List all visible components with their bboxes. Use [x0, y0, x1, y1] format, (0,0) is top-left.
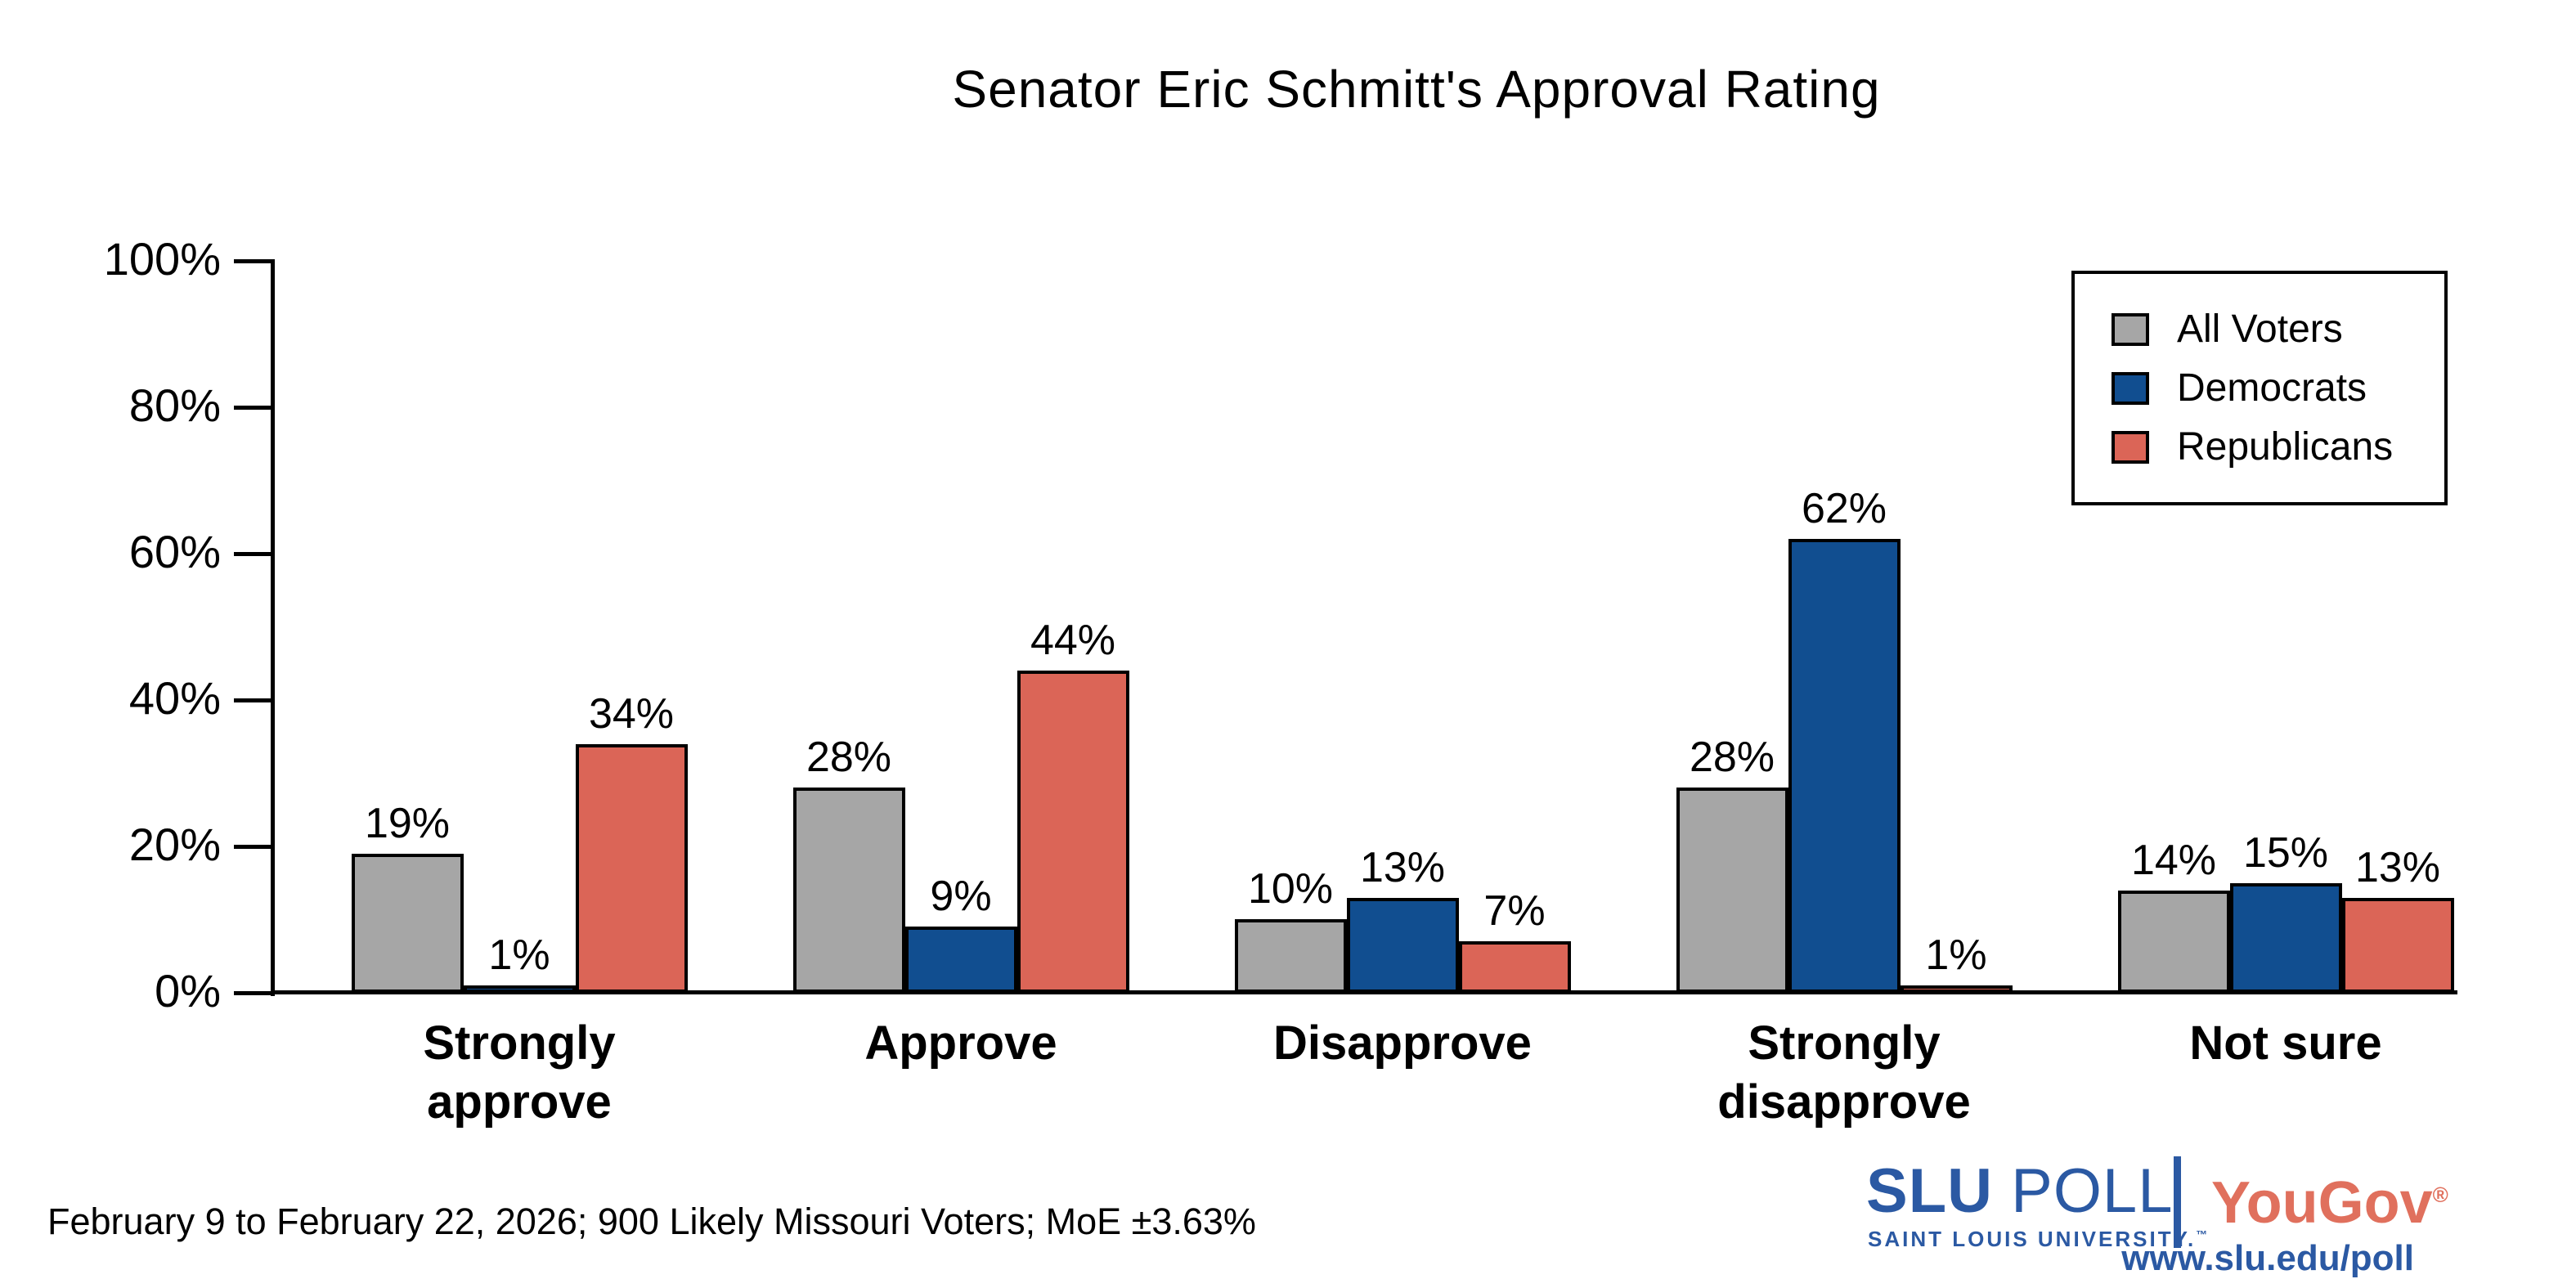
bar-republicans — [2342, 898, 2454, 993]
category-label: Disapprove — [1273, 1016, 1532, 1070]
bar-all-voters — [1235, 919, 1347, 993]
bar-value-label: 28% — [806, 734, 892, 781]
bar-value-label: 13% — [1359, 844, 1446, 891]
yougov-logo: YouGov® — [2211, 1165, 2448, 1233]
legend-swatch-democrats — [2112, 371, 2149, 405]
y-axis-tick — [234, 552, 271, 556]
slu-poll-url: www.slu.edu/poll — [2121, 1238, 2414, 1278]
bar-all-voters — [1676, 788, 1788, 993]
bar-republicans — [1017, 671, 1129, 993]
y-tick-label: 20% — [128, 819, 221, 870]
bar-value-label: 1% — [488, 931, 550, 979]
bar-value-label: 28% — [1689, 734, 1775, 781]
legend-row: Democrats — [2112, 362, 2444, 415]
legend-label: Democrats — [2177, 366, 2367, 410]
poll-wordmark-text: POLL — [2011, 1156, 2174, 1226]
bar-value-label: 62% — [1801, 485, 1887, 532]
legend-swatch-all-voters — [2112, 312, 2149, 346]
slu-subtitle: SAINT LOUIS UNIVERSITY.™ — [1868, 1227, 2210, 1252]
chart-title: Senator Eric Schmitt's Approval Rating — [952, 60, 1881, 119]
bar-value-label: 19% — [364, 800, 451, 847]
y-axis-tick — [234, 259, 271, 263]
category-label: Not sure — [2189, 1016, 2382, 1070]
y-tick-label: 80% — [128, 379, 221, 431]
y-axis-tick — [234, 991, 271, 995]
bar-value-label: 10% — [1247, 865, 1334, 913]
legend-label: Republicans — [2177, 425, 2394, 469]
y-tick-label: 0% — [155, 965, 221, 1016]
bar-democrats — [1788, 539, 1901, 993]
bar-value-label: 14% — [2130, 837, 2217, 884]
y-axis-tick — [234, 406, 271, 410]
bar-value-label: 1% — [1925, 931, 1987, 979]
y-tick-label: 40% — [128, 672, 221, 724]
category-label: Strongly approve — [423, 1016, 616, 1129]
slu-subtitle-text: SAINT LOUIS UNIVERSITY. — [1868, 1227, 2197, 1251]
trademark-mark: ™ — [2196, 1227, 2210, 1241]
bar-republicans — [1459, 941, 1571, 993]
registered-mark: ® — [2432, 1183, 2448, 1207]
bar-value-label: 7% — [1483, 887, 1546, 935]
y-tick-label: 100% — [103, 233, 221, 285]
footnote-methodology: February 9 to February 22, 2026; 900 Lik… — [47, 1200, 1256, 1242]
category-label: Strongly disapprove — [1717, 1016, 1971, 1129]
bar-republicans — [576, 744, 688, 993]
bar-value-label: 34% — [588, 690, 675, 738]
bar-democrats — [2230, 883, 2342, 993]
legend: All Voters Democrats Republicans — [2071, 271, 2448, 505]
bar-value-label: 9% — [930, 873, 992, 920]
legend-swatch-republicans — [2112, 430, 2149, 464]
logo-separator — [2174, 1156, 2181, 1248]
y-axis-tick — [234, 698, 271, 702]
bar-value-label: 44% — [1030, 617, 1116, 664]
yougov-text: YouGov — [2211, 1170, 2433, 1236]
bar-democrats — [905, 927, 1017, 993]
category-label: Approve — [864, 1016, 1057, 1070]
x-axis-line — [271, 990, 2457, 994]
bar-value-label: 13% — [2354, 844, 2441, 891]
legend-row: Republicans — [2112, 421, 2444, 473]
slu-wordmark-text: SLU — [1866, 1156, 1993, 1226]
legend-row: All Voters — [2112, 303, 2444, 356]
y-axis-tick — [234, 845, 271, 849]
y-axis-line — [271, 259, 275, 996]
y-tick-label: 60% — [128, 526, 221, 577]
slu-poll-logo: SLU POLL — [1866, 1160, 2173, 1223]
bar-value-label: 15% — [2242, 829, 2329, 877]
legend-label: All Voters — [2177, 307, 2343, 351]
bar-all-voters — [2118, 891, 2230, 993]
